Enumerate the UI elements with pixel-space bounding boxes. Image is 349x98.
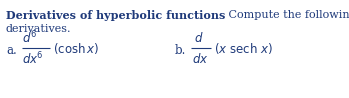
Text: b.: b. xyxy=(175,44,186,57)
Text: $d$: $d$ xyxy=(194,31,203,45)
Text: $(\cosh x)$: $(\cosh x)$ xyxy=(53,40,99,55)
Text: $dx$: $dx$ xyxy=(192,52,208,66)
Text: derivatives.: derivatives. xyxy=(6,24,72,34)
Text: $d^6$: $d^6$ xyxy=(22,30,37,46)
Text: Derivatives of hyperbolic functions: Derivatives of hyperbolic functions xyxy=(6,10,225,21)
Text: Compute the following: Compute the following xyxy=(225,10,349,20)
Text: a.: a. xyxy=(6,44,17,57)
Text: $(x\ \mathrm{sech}\ x)$: $(x\ \mathrm{sech}\ x)$ xyxy=(214,40,273,55)
Text: $dx^6$: $dx^6$ xyxy=(22,51,44,67)
